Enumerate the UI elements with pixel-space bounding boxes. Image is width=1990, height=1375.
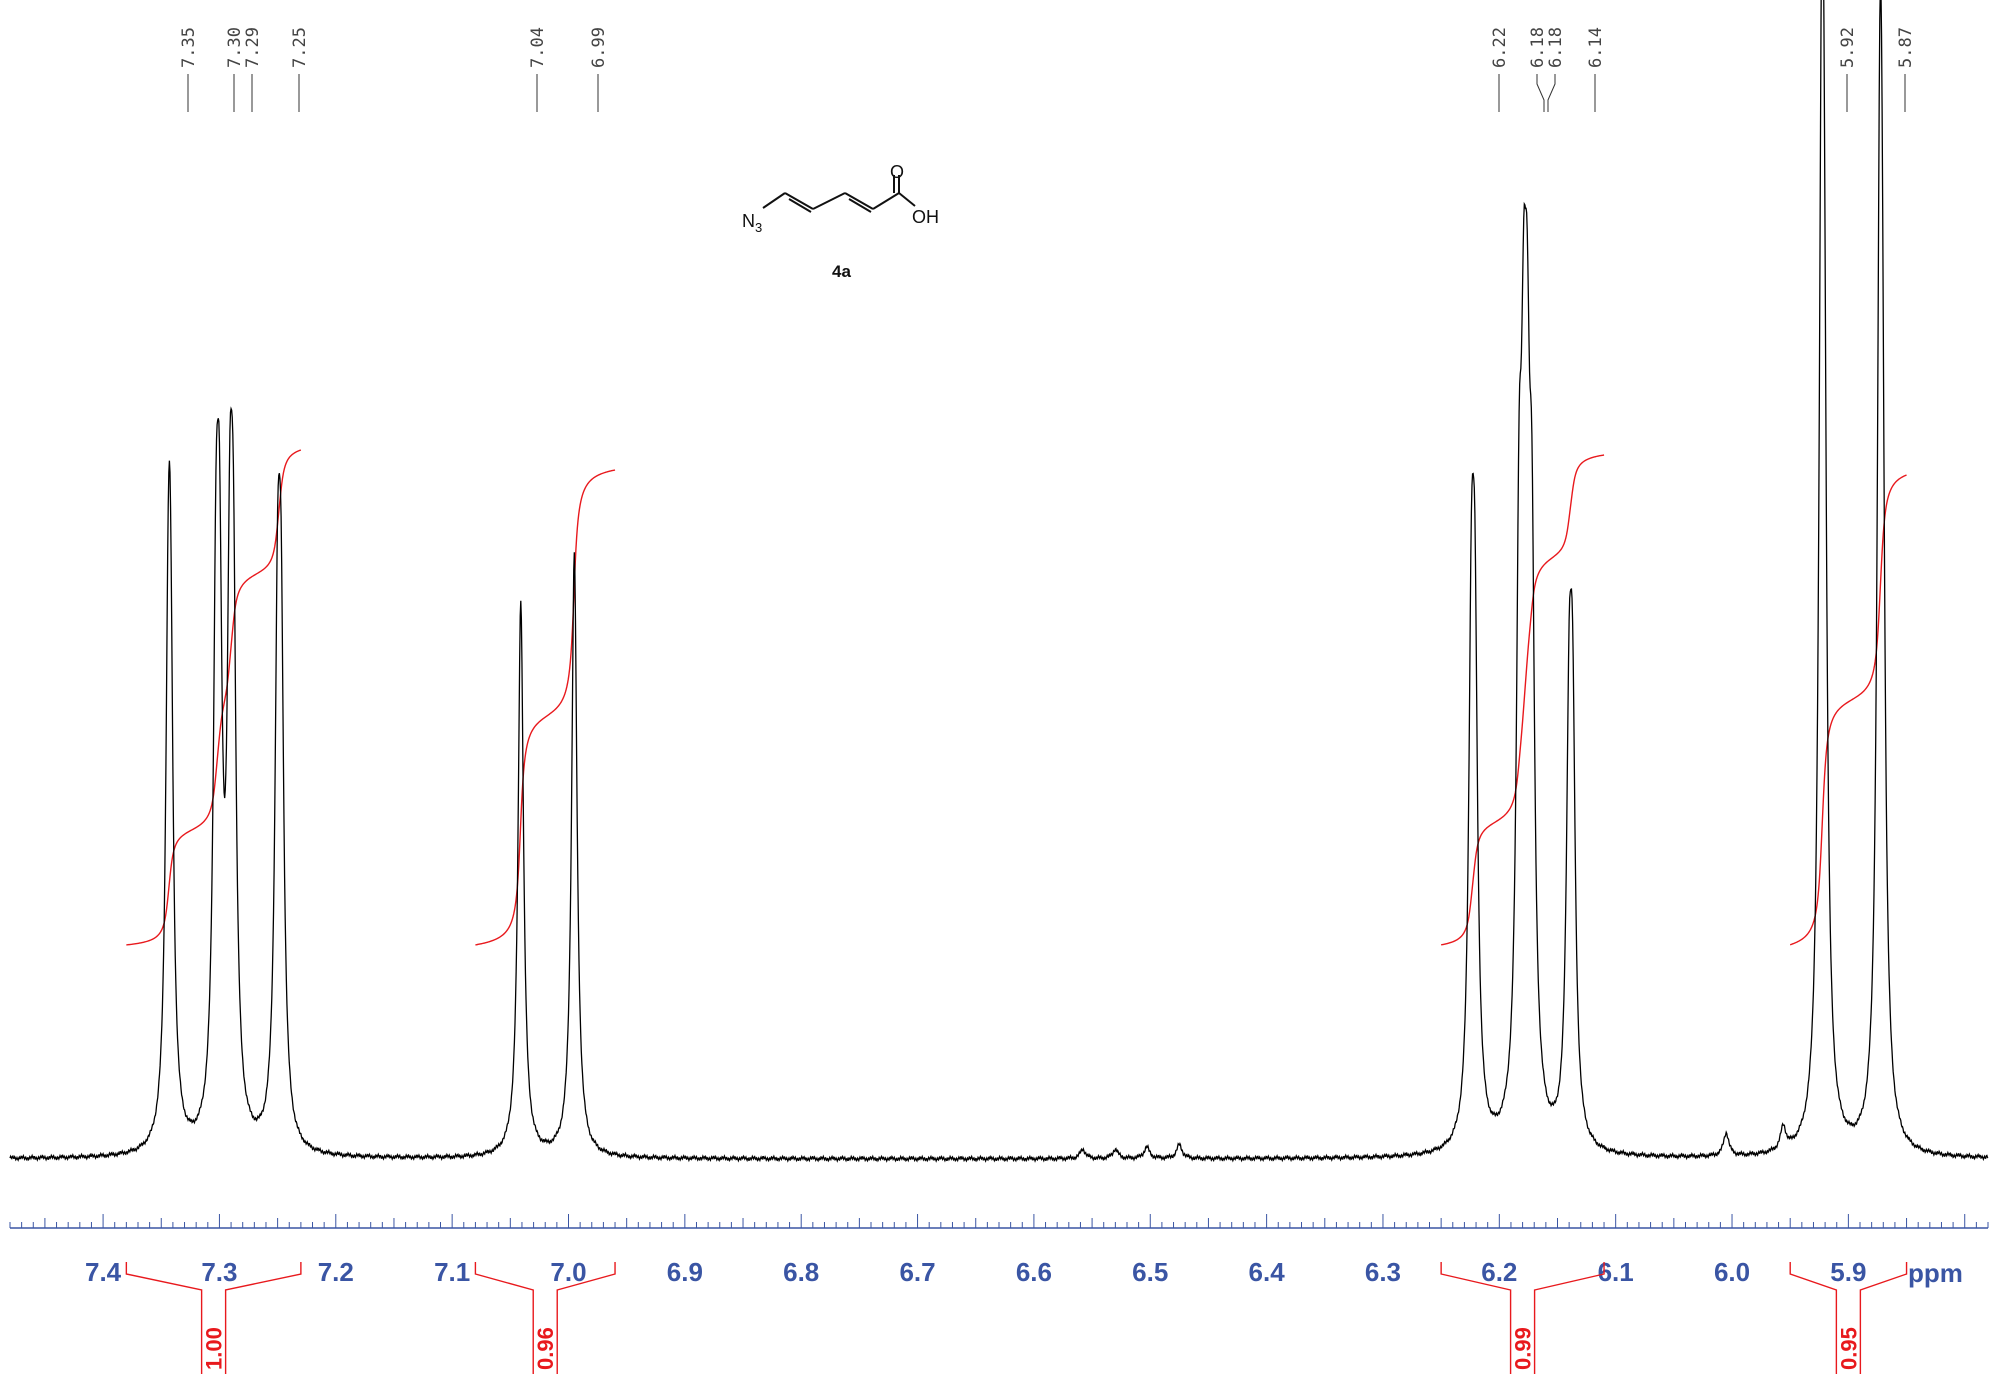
- x-tick-label: 6.9: [667, 1257, 703, 1287]
- x-tick-label: 6.5: [1132, 1257, 1168, 1287]
- x-tick-label: 7.1: [434, 1257, 470, 1287]
- integral-curve: [475, 469, 616, 946]
- peak-shift-label: 7.04: [528, 27, 548, 68]
- x-tick-label: 7.0: [550, 1257, 586, 1287]
- x-tick-label: 6.0: [1714, 1257, 1750, 1287]
- peak-shift-label: 6.14: [1586, 27, 1606, 68]
- integral-bracket: [1789, 1262, 1908, 1374]
- structure-bonds: [762, 175, 916, 213]
- integral-curve: [1789, 474, 1907, 946]
- x-tick-label: 6.1: [1598, 1257, 1634, 1287]
- peak-shift-label: 7.25: [290, 27, 310, 68]
- x-tick-label: 5.9: [1830, 1257, 1866, 1287]
- peak-shift-label: 6.99: [589, 27, 609, 68]
- integral-value-label: 0.99: [1511, 1327, 1536, 1370]
- peak-shift-label: 6.18: [1546, 27, 1566, 68]
- hydroxyl-label: OH: [912, 207, 939, 227]
- x-tick-label: 7.4: [85, 1257, 122, 1287]
- compound-id-label: 4a: [832, 262, 851, 281]
- peak-shift-label: 6.22: [1490, 27, 1510, 68]
- x-tick-label: 6.6: [1016, 1257, 1052, 1287]
- integral-bracket: [474, 1262, 616, 1374]
- integral-value-label: 1.00: [202, 1327, 227, 1370]
- integral-brackets: 1.00 0.96 0.99 0.95: [125, 1262, 1908, 1374]
- x-tick-label: 6.2: [1481, 1257, 1517, 1287]
- peak-shift-label: 7.30: [225, 27, 245, 68]
- x-tick-label: 6.3: [1365, 1257, 1401, 1287]
- peak-label-leader: [1536, 74, 1545, 112]
- x-tick-label: 6.4: [1249, 1257, 1286, 1287]
- peak-shift-label: 7.35: [179, 27, 199, 68]
- x-tick-label: 6.7: [899, 1257, 935, 1287]
- chemical-structure: N3 O OH 4a: [742, 162, 939, 281]
- integral-bracket: [1440, 1262, 1605, 1374]
- spectrum-trace: [9, 0, 1989, 1163]
- integral-bracket: [125, 1262, 302, 1374]
- peak-shift-label: 5.92: [1838, 27, 1858, 68]
- carbonyl-oxygen-label: O: [890, 162, 904, 182]
- integral-value-label: 0.96: [533, 1327, 558, 1370]
- peak-label-layer: 7.35 7.307.29 7.25 7.04 6.99 6.22 6.186.18 6.14…: [179, 27, 1916, 112]
- azide-label: N3: [742, 211, 762, 235]
- peak-shift-label: 6.18: [1528, 27, 1548, 68]
- integral-curves: [126, 449, 1907, 946]
- ppm-axis: 7.4 7.3 7.2 7.1 7.0 6.9 6.8 6.7 6.6 6.5 6.4 6.3 6.2 6…: [9, 1214, 1989, 1288]
- x-tick-label: 7.2: [318, 1257, 354, 1287]
- x-axis-unit-label: ppm: [1908, 1258, 1963, 1288]
- x-tick-label: 6.8: [783, 1257, 819, 1287]
- integral-value-label: 0.95: [1836, 1327, 1861, 1370]
- peak-shift-label: 5.87: [1896, 27, 1916, 68]
- integral-curve: [1441, 454, 1605, 946]
- peak-label-leader: [1547, 74, 1556, 112]
- peak-shift-label: 7.29: [243, 27, 263, 68]
- x-tick-label: 7.3: [201, 1257, 237, 1287]
